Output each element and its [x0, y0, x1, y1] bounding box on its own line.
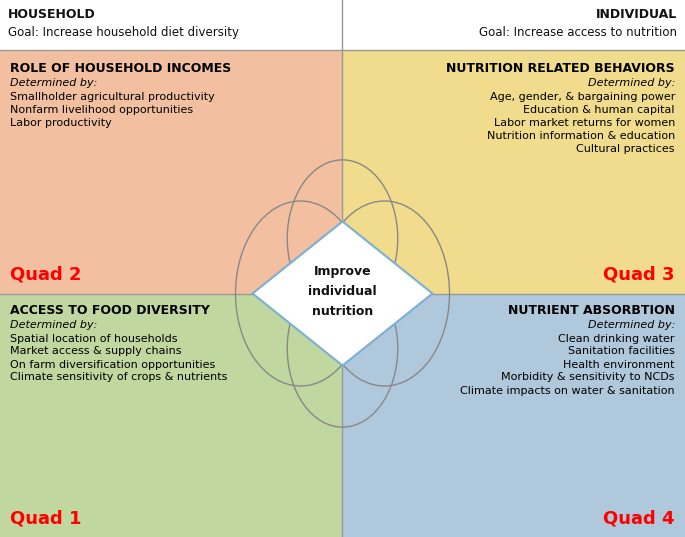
Text: Sanitation facilities: Sanitation facilities	[568, 346, 675, 357]
Text: nutrition: nutrition	[312, 305, 373, 318]
Text: Nonfarm livelihood opportunities: Nonfarm livelihood opportunities	[10, 105, 193, 115]
Text: Determined by:: Determined by:	[588, 320, 675, 330]
Text: Determined by:: Determined by:	[10, 78, 97, 88]
Text: Determined by:: Determined by:	[588, 78, 675, 88]
Text: HOUSEHOLD: HOUSEHOLD	[8, 8, 96, 21]
Bar	[0, 294, 342, 537]
Bar	[342, 294, 685, 537]
Text: Clean drinking water: Clean drinking water	[558, 333, 675, 344]
Text: INDIVIDUAL: INDIVIDUAL	[596, 8, 677, 21]
Text: Morbidity & sensitivity to NCDs: Morbidity & sensitivity to NCDs	[501, 373, 675, 382]
Text: individual: individual	[308, 285, 377, 298]
Text: Smallholder agricultural productivity: Smallholder agricultural productivity	[10, 92, 215, 102]
Text: ACCESS TO FOOD DIVERSITY: ACCESS TO FOOD DIVERSITY	[10, 303, 210, 316]
Bar	[342, 50, 685, 294]
Text: Climate impacts on water & sanitation: Climate impacts on water & sanitation	[460, 386, 675, 395]
Text: Education & human capital: Education & human capital	[523, 105, 675, 115]
Text: Cultural practices: Cultural practices	[577, 144, 675, 154]
Text: Market access & supply chains: Market access & supply chains	[10, 346, 182, 357]
Bar	[0, 50, 342, 294]
Text: Labor market returns for women: Labor market returns for women	[494, 118, 675, 128]
Text: Goal: Increase access to nutrition: Goal: Increase access to nutrition	[479, 26, 677, 39]
Bar	[0, 0, 685, 50]
Text: Age, gender, & bargaining power: Age, gender, & bargaining power	[490, 92, 675, 102]
Text: Climate sensitivity of crops & nutrients: Climate sensitivity of crops & nutrients	[10, 373, 227, 382]
Text: Quad 2: Quad 2	[10, 265, 82, 284]
Text: Nutrition information & education: Nutrition information & education	[487, 131, 675, 141]
Polygon shape	[253, 221, 432, 366]
Text: On farm diversification opportunities: On farm diversification opportunities	[10, 359, 215, 369]
Text: Goal: Increase household diet diversity: Goal: Increase household diet diversity	[8, 26, 239, 39]
Text: ROLE OF HOUSEHOLD INCOMES: ROLE OF HOUSEHOLD INCOMES	[10, 62, 232, 75]
Text: Labor productivity: Labor productivity	[10, 118, 112, 128]
Text: Spatial location of households: Spatial location of households	[10, 333, 177, 344]
Text: Quad 4: Quad 4	[603, 509, 675, 527]
Text: Quad 1: Quad 1	[10, 509, 82, 527]
Text: Determined by:: Determined by:	[10, 320, 97, 330]
Text: Quad 3: Quad 3	[603, 265, 675, 284]
Text: Improve: Improve	[314, 265, 371, 278]
Text: NUTRIENT ABSORBTION: NUTRIENT ABSORBTION	[508, 303, 675, 316]
Text: Health environment: Health environment	[564, 359, 675, 369]
Text: NUTRITION RELATED BEHAVIORS: NUTRITION RELATED BEHAVIORS	[447, 62, 675, 75]
